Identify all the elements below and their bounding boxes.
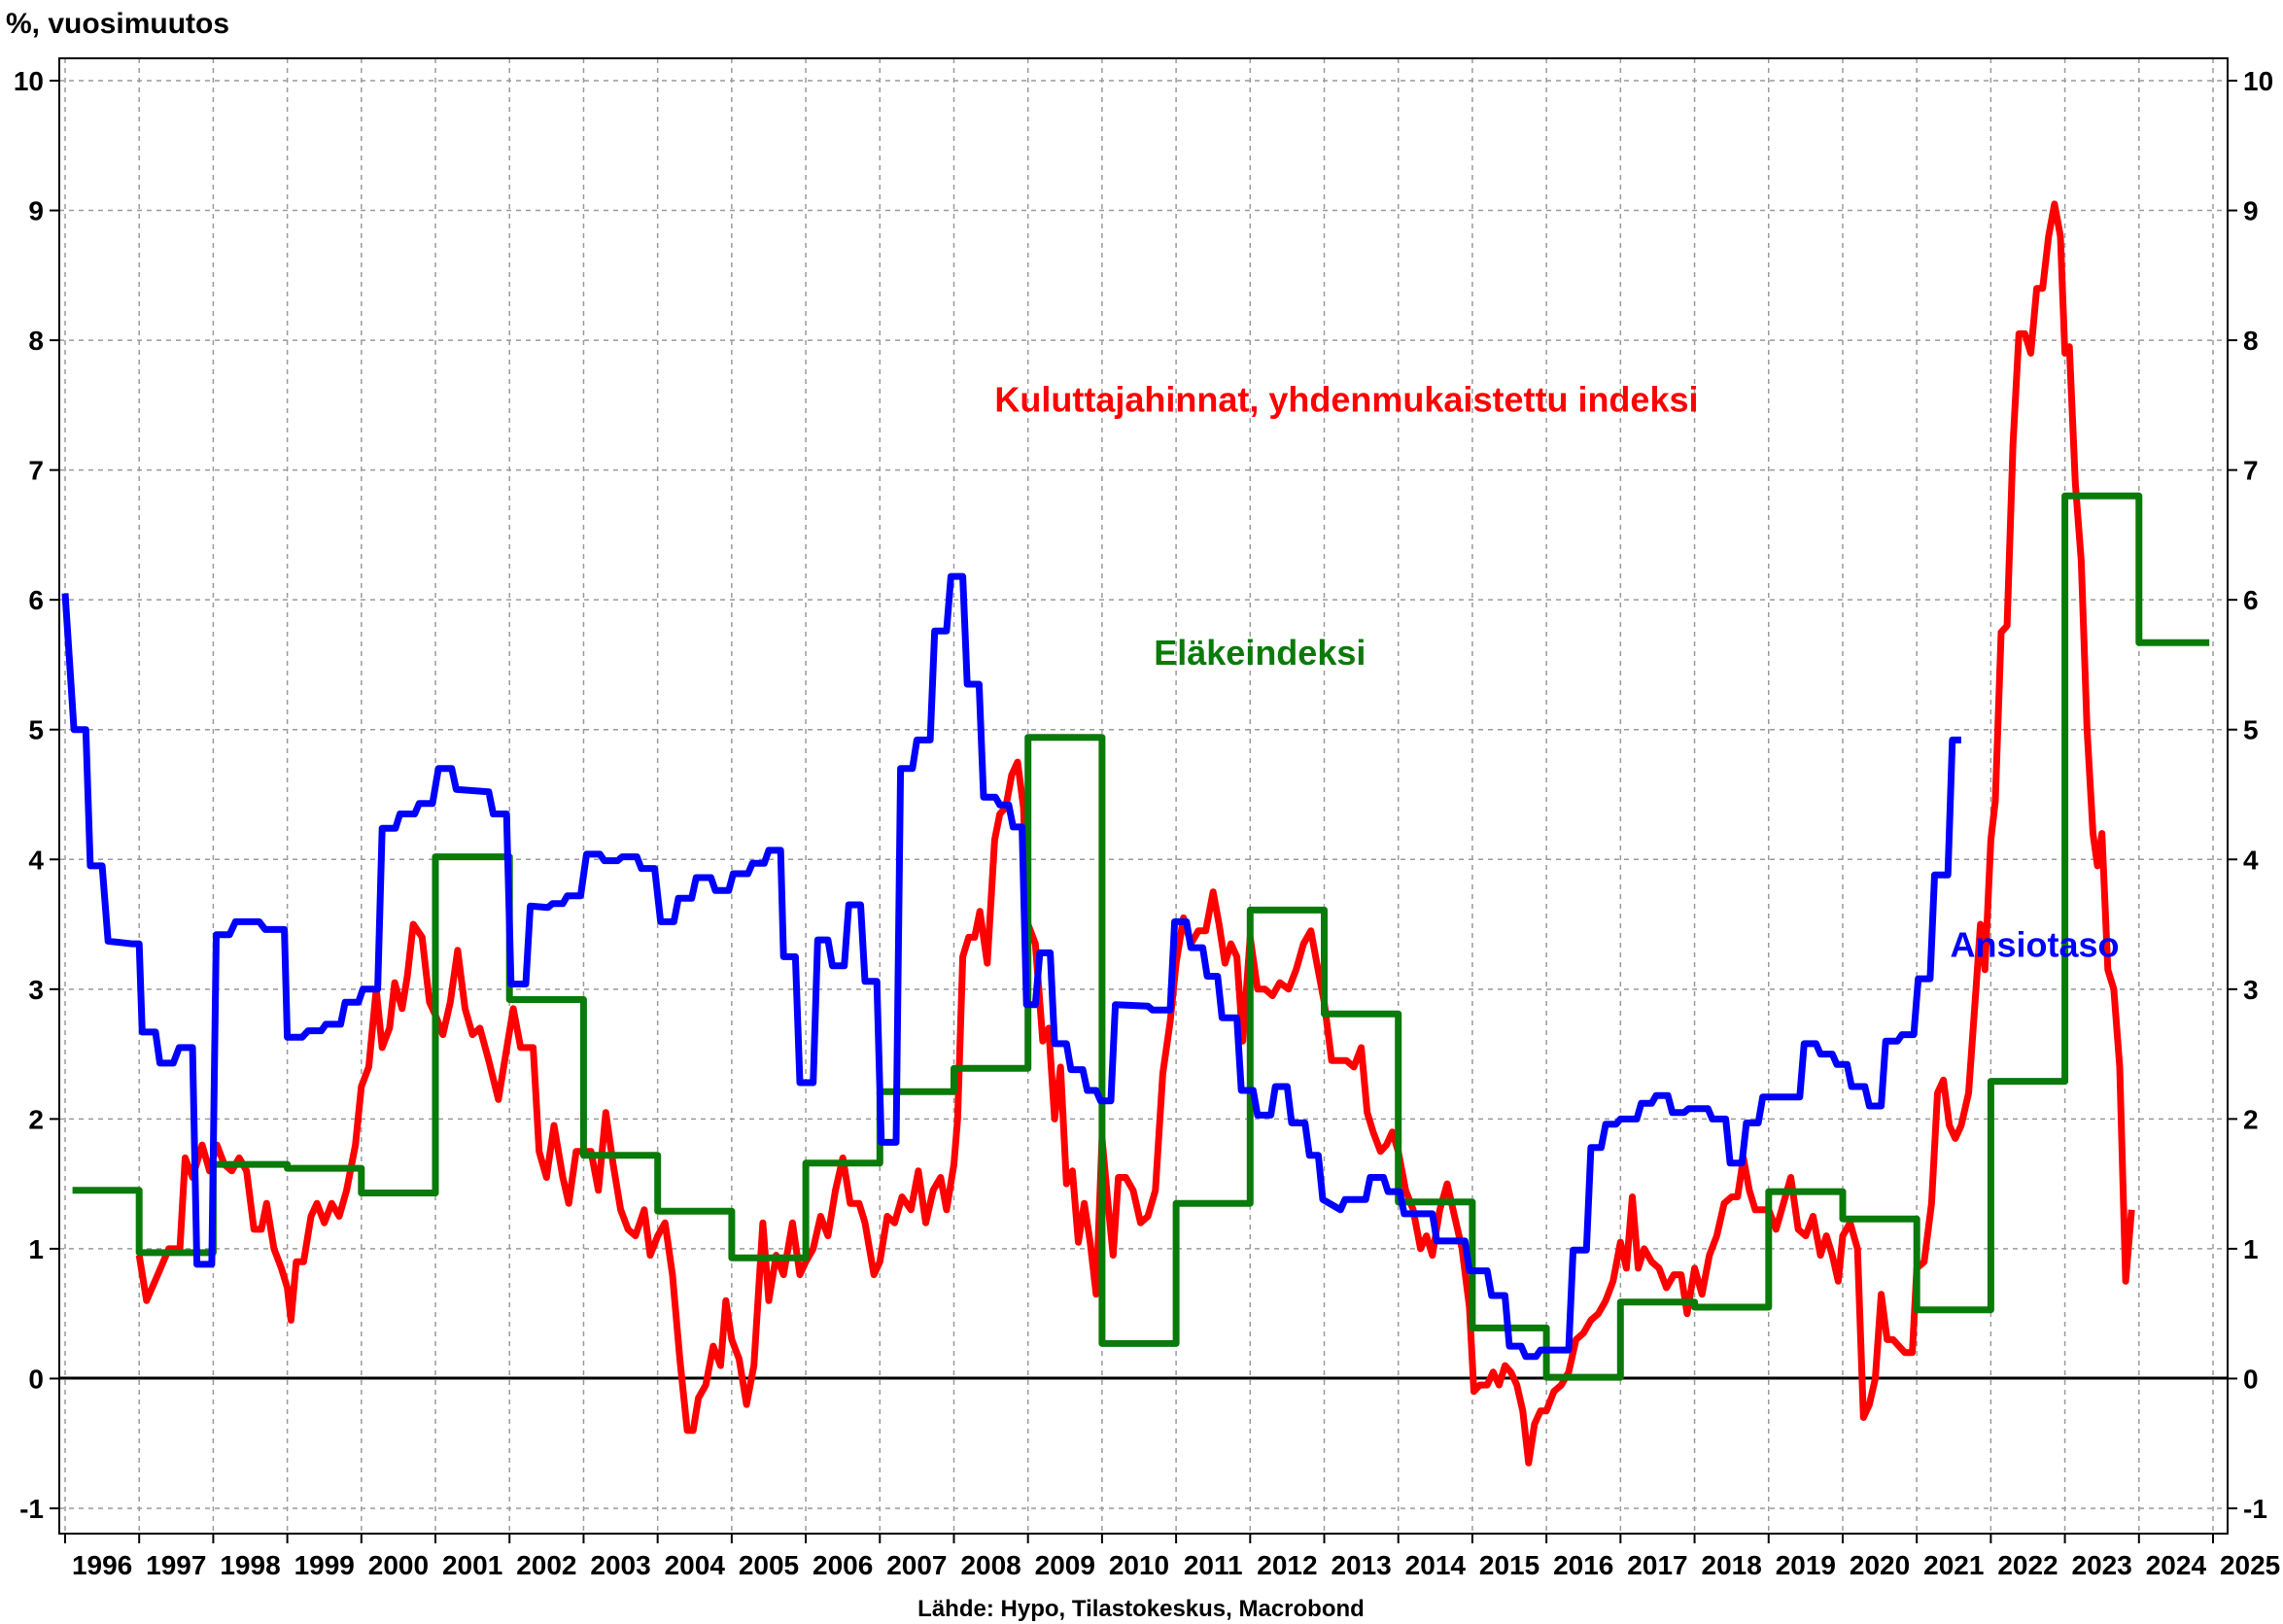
x-tick-label-2017: 2017: [1627, 1550, 1687, 1580]
x-tick-label-1999: 1999: [294, 1550, 355, 1580]
y-tick-label-left--1: -1: [19, 1494, 44, 1524]
y-tick-label-right-1: 1: [2243, 1234, 2259, 1264]
x-tick-label-2003: 2003: [590, 1550, 650, 1580]
x-tick-label-2011: 2011: [1184, 1550, 1243, 1580]
y-tick-label-left-9: 9: [28, 196, 44, 226]
x-tick-label-2006: 2006: [813, 1550, 873, 1580]
y-tick-label-right-6: 6: [2243, 585, 2259, 615]
y-tick-label-right--1: -1: [2243, 1494, 2267, 1524]
x-tick-label-2005: 2005: [739, 1550, 799, 1580]
x-tick-label-2001: 2001: [442, 1550, 502, 1580]
series-line-elakeindeksi: [72, 492, 2210, 1381]
x-tick-label-2022: 2022: [1997, 1550, 2058, 1580]
y-axis-right: -1 0 1 2 3 4 5 6 7 8 9 10: [2228, 66, 2273, 1524]
x-tick-label-1996: 1996: [72, 1550, 132, 1580]
y-tick-label-left-8: 8: [28, 326, 44, 356]
y-tick-label-left-4: 4: [28, 845, 44, 875]
series-layer: [61, 200, 2210, 1467]
x-tick-label-2020: 2020: [1850, 1550, 1910, 1580]
y-tick-label-left-2: 2: [28, 1104, 44, 1134]
x-tick-label-2000: 2000: [368, 1550, 429, 1580]
y-tick-label-right-3: 3: [2243, 975, 2259, 1005]
label-kuluttajahinnat: Kuluttajahinnat, yhdenmukaistettu indeks…: [994, 380, 1698, 420]
x-tick-label-2019: 2019: [1776, 1550, 1836, 1580]
horizontal-gridlines: [59, 80, 2228, 1509]
y-tick-label-right-10: 10: [2243, 66, 2273, 96]
y-tick-label-left-5: 5: [28, 715, 44, 745]
x-tick-label-2025: 2025: [2220, 1550, 2280, 1580]
x-tick-label-2012: 2012: [1257, 1550, 1317, 1580]
y-tick-label-right-4: 4: [2243, 845, 2259, 875]
x-tick-label-2008: 2008: [960, 1550, 1020, 1580]
x-tick-label-2004: 2004: [665, 1550, 726, 1580]
x-tick-label-2024: 2024: [2146, 1550, 2207, 1580]
x-tick-label-2007: 2007: [886, 1550, 947, 1580]
y-tick-label-left-3: 3: [28, 975, 44, 1005]
y-tick-label-left-6: 6: [28, 585, 44, 615]
x-tick-label-2014: 2014: [1405, 1550, 1467, 1580]
label-ansiotaso: Ansiotaso: [1950, 924, 2119, 964]
x-tick-label-2013: 2013: [1331, 1550, 1391, 1580]
label-elakeindeksi: Eläkeindeksi: [1154, 633, 1366, 673]
y-tick-label-left-10: 10: [14, 66, 44, 96]
y-tick-label-left-1: 1: [28, 1234, 44, 1264]
x-tick-label-2018: 2018: [1702, 1550, 1762, 1580]
vertical-gridlines: [64, 58, 2214, 1534]
y-tick-label-right-8: 8: [2243, 326, 2259, 356]
y-tick-label-left-7: 7: [28, 456, 44, 486]
y-tick-label-right-2: 2: [2243, 1104, 2259, 1134]
x-tick-label-2009: 2009: [1035, 1550, 1095, 1580]
series-line-ansiotaso: [61, 572, 1961, 1361]
x-tick-label-1998: 1998: [220, 1550, 280, 1580]
x-tick-label-2021: 2021: [1923, 1550, 1984, 1580]
x-tick-label-2015: 2015: [1479, 1550, 1539, 1580]
y-tick-label-left-0: 0: [28, 1364, 44, 1394]
y-axis-unit-label: %, vuosimuutos: [6, 8, 229, 40]
y-tick-label-right-5: 5: [2243, 715, 2259, 745]
plot-area-border: [58, 57, 2229, 1535]
y-tick-label-right-9: 9: [2243, 196, 2259, 226]
x-tick-label-2002: 2002: [516, 1550, 576, 1580]
x-tick-label-2023: 2023: [2072, 1550, 2132, 1580]
series-labels: Kuluttajahinnat, yhdenmukaistettu indeks…: [994, 380, 2119, 965]
source-note: Lähde: Hypo, Tilastokeskus, Macrobond: [917, 1596, 1365, 1622]
x-tick-label-2016: 2016: [1553, 1550, 1613, 1580]
y-axis-left: -1 0 1 2 3 4 5 6 7 8 9 10: [14, 66, 59, 1524]
y-tick-label-right-0: 0: [2243, 1364, 2259, 1394]
x-tick-label-2010: 2010: [1109, 1550, 1169, 1580]
y-tick-label-right-7: 7: [2243, 456, 2259, 486]
x-tick-label-1997: 1997: [146, 1550, 206, 1580]
x-axis: 1996 1997 1998 1999 2000 2001 2002 2003 2004 2005…: [64, 1534, 2280, 1580]
